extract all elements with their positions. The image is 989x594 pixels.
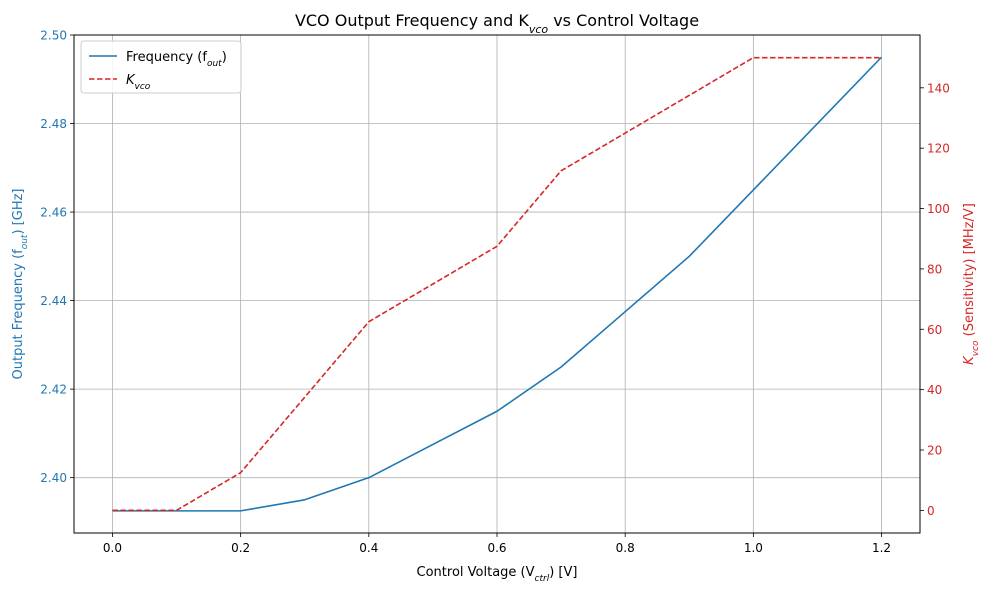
y-tick-label-right: 20 [927,444,942,458]
series-layer [112,56,883,512]
x-tick-label: 1.0 [744,541,763,555]
y-tick-label-right: 80 [927,262,942,276]
legend-box [80,40,242,94]
x-tick-label: 0.8 [616,541,635,555]
y-tick-label-right: 60 [927,323,942,337]
y-tick-label-right: 120 [927,142,950,156]
y-axis-label-right: Kvco (Sensitivity) [MHz/V] [962,203,981,365]
x-axis-label: Control Voltage (Vctrl) [V] [417,565,578,584]
y-tick-label-left: 2.42 [40,383,67,397]
x-tick-label: 0.6 [487,541,506,555]
y-tick-label-left: 2.46 [40,206,67,220]
y-tick-label-left: 2.50 [40,29,67,43]
x-tick-label: 0.4 [359,541,378,555]
x-tick-label: 1.2 [872,541,891,555]
legend-label-frequency: Frequency (fout) [126,50,227,69]
series-line-kvco [112,56,882,512]
x-tick-label: 0.2 [231,541,250,555]
y-tick-label-left: 2.40 [40,471,67,485]
y-tick-label-right: 0 [927,504,935,518]
legend-label-kvco: Kvco [126,73,151,92]
ticks: 0.0 0.2 0.4 0.6 0.8 1.0 1.2 2.40 2.42 2.44 2.46 2.4… [40,29,950,556]
x-tick-label: 0.0 [103,541,122,555]
y-axis-label-left: Output Frequency (fout) [GHz] [11,188,30,379]
series-line-frequency [112,56,883,512]
y-tick-label-left: 2.44 [40,294,67,308]
grid [74,34,920,533]
y-tick-label-left: 2.48 [40,117,67,131]
y-tick-label-right: 100 [927,202,950,216]
y-tick-label-right: 40 [927,383,942,397]
chart-title: VCO Output Frequency and Kvco vs Control… [295,11,699,36]
legend: Frequency (fout) Kvco [80,40,242,94]
y-tick-label-right: 140 [927,81,950,95]
